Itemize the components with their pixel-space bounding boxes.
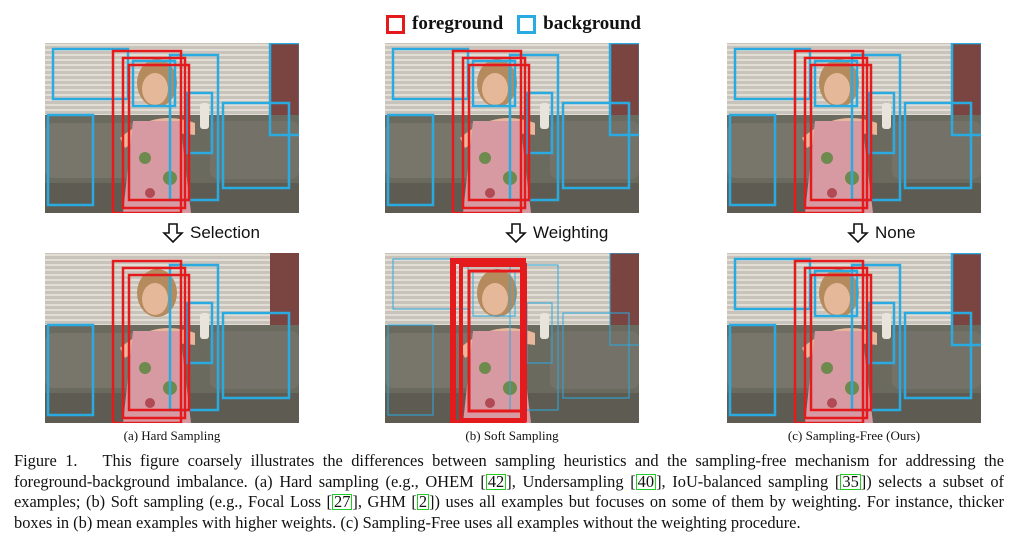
subcaption-sampling-free: (c) Sampling-Free (Ours) xyxy=(787,428,921,443)
foreground-swatch-icon xyxy=(386,14,405,34)
operation-weighting: Weighting xyxy=(505,222,608,244)
photo-top-b xyxy=(385,43,639,213)
citation-link[interactable]: 42 xyxy=(485,471,507,491)
photo-top-c xyxy=(727,43,981,213)
operation-label: Weighting xyxy=(533,223,609,242)
down-arrow-icon xyxy=(847,223,869,244)
down-arrow-icon xyxy=(505,223,527,244)
caption-text: ]) selects a subset of examples; (b) Sof… xyxy=(14,471,1005,512)
caption-text: ], Undersampling [ xyxy=(506,471,636,491)
figure-legend: foreground background xyxy=(0,10,1027,38)
legend-background-label: background xyxy=(543,13,641,34)
legend-foreground: foreground xyxy=(386,13,503,35)
down-arrow-icon xyxy=(162,223,184,244)
caption-text: ], IoU-balanced sampling [ xyxy=(656,471,841,491)
photo-bottom-b xyxy=(385,253,639,423)
subcaption-soft-sampling: (b) Soft Sampling xyxy=(465,428,559,443)
citation-link[interactable]: 2 xyxy=(416,492,430,511)
operation-selection: Selection xyxy=(162,222,260,244)
background-swatch-icon xyxy=(517,14,537,34)
caption-prefix: Figure 1. xyxy=(14,451,78,470)
operation-label: None xyxy=(875,223,916,242)
photo-bottom-c xyxy=(727,253,981,423)
caption-text: ], GHM [ xyxy=(352,492,417,511)
operation-none: None xyxy=(847,222,916,244)
caption-text: This figure coarsely illustrates the dif… xyxy=(14,451,1005,491)
photo-top-a xyxy=(45,43,299,213)
citation-link[interactable]: 40 xyxy=(635,471,657,491)
citation-link[interactable]: 35 xyxy=(840,471,861,491)
legend-background: background xyxy=(517,13,641,35)
operation-label: Selection xyxy=(190,223,260,242)
caption-text: ]) uses all examples but focuses on some… xyxy=(14,492,1004,532)
citation-link[interactable]: 27 xyxy=(332,492,353,511)
photo-bottom-a xyxy=(45,253,299,423)
figure-caption: Figure 1. This figure coarsely illustrat… xyxy=(14,451,1004,533)
legend-foreground-label: foreground xyxy=(412,13,504,34)
subcaption-hard-sampling: (a) Hard Sampling xyxy=(123,428,221,443)
